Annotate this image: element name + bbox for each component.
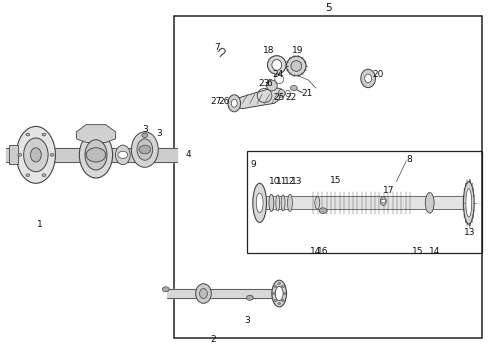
Circle shape xyxy=(282,300,285,302)
Text: 4: 4 xyxy=(186,150,192,159)
Text: 3: 3 xyxy=(156,129,162,138)
Text: 22: 22 xyxy=(285,93,296,102)
Circle shape xyxy=(291,86,297,90)
Ellipse shape xyxy=(228,95,241,112)
Text: 6: 6 xyxy=(267,79,272,88)
Ellipse shape xyxy=(380,197,386,206)
Circle shape xyxy=(282,285,285,288)
Circle shape xyxy=(162,287,169,292)
Bar xyxy=(9,145,18,165)
Text: 18: 18 xyxy=(263,46,274,55)
Ellipse shape xyxy=(24,138,48,172)
Ellipse shape xyxy=(231,99,237,107)
Ellipse shape xyxy=(466,189,472,217)
Text: 17: 17 xyxy=(383,186,395,195)
Ellipse shape xyxy=(16,126,55,183)
Bar xyxy=(247,151,482,253)
Text: 7: 7 xyxy=(214,42,220,51)
Ellipse shape xyxy=(137,139,153,160)
Text: 8: 8 xyxy=(406,155,412,164)
Ellipse shape xyxy=(196,284,211,303)
Ellipse shape xyxy=(199,289,207,298)
Circle shape xyxy=(278,283,281,285)
Circle shape xyxy=(50,153,54,156)
Ellipse shape xyxy=(291,60,302,71)
Ellipse shape xyxy=(256,193,263,213)
Circle shape xyxy=(18,153,22,156)
Ellipse shape xyxy=(85,140,107,170)
Circle shape xyxy=(274,300,277,302)
Ellipse shape xyxy=(268,56,286,74)
Text: 11: 11 xyxy=(276,177,288,186)
Ellipse shape xyxy=(272,60,282,70)
Ellipse shape xyxy=(116,145,130,165)
Ellipse shape xyxy=(425,193,434,213)
Text: 25: 25 xyxy=(273,93,285,102)
Bar xyxy=(174,16,482,338)
Text: 13: 13 xyxy=(291,177,302,186)
Text: 13: 13 xyxy=(464,228,475,237)
Text: 24: 24 xyxy=(272,70,284,79)
Circle shape xyxy=(42,133,46,136)
Ellipse shape xyxy=(272,280,287,307)
Ellipse shape xyxy=(287,56,306,76)
Circle shape xyxy=(139,145,151,154)
Text: 10: 10 xyxy=(269,177,280,186)
Text: 14: 14 xyxy=(429,247,441,256)
Circle shape xyxy=(319,208,327,213)
Ellipse shape xyxy=(79,132,113,178)
Ellipse shape xyxy=(131,132,158,167)
Ellipse shape xyxy=(30,148,41,162)
Ellipse shape xyxy=(276,195,280,211)
Circle shape xyxy=(278,302,281,305)
Ellipse shape xyxy=(267,80,277,91)
Circle shape xyxy=(42,174,46,177)
Text: 21: 21 xyxy=(302,89,313,98)
Text: 14: 14 xyxy=(310,247,321,256)
Ellipse shape xyxy=(275,287,283,301)
Ellipse shape xyxy=(361,69,375,88)
Text: 23: 23 xyxy=(259,79,270,88)
Text: 2: 2 xyxy=(210,335,216,344)
Circle shape xyxy=(274,285,277,288)
Text: 9: 9 xyxy=(250,160,256,169)
Circle shape xyxy=(246,295,253,300)
Circle shape xyxy=(26,133,30,136)
Ellipse shape xyxy=(278,89,285,97)
Polygon shape xyxy=(76,125,116,143)
Text: 26: 26 xyxy=(219,98,230,107)
Circle shape xyxy=(272,292,275,294)
Text: 16: 16 xyxy=(318,247,329,256)
Circle shape xyxy=(26,174,30,177)
Text: 1: 1 xyxy=(37,220,43,229)
Circle shape xyxy=(86,148,106,162)
Ellipse shape xyxy=(269,194,274,211)
Text: 27: 27 xyxy=(210,98,221,107)
Ellipse shape xyxy=(464,181,474,224)
Text: 12: 12 xyxy=(284,177,295,186)
Text: 5: 5 xyxy=(325,3,331,13)
Text: 15: 15 xyxy=(412,247,423,256)
Ellipse shape xyxy=(288,194,293,211)
Ellipse shape xyxy=(365,74,371,83)
Circle shape xyxy=(381,199,386,203)
Polygon shape xyxy=(233,87,282,109)
Text: 19: 19 xyxy=(292,46,303,55)
Ellipse shape xyxy=(281,195,285,211)
Text: 20: 20 xyxy=(372,70,384,79)
Ellipse shape xyxy=(253,183,267,222)
Circle shape xyxy=(283,292,286,294)
Circle shape xyxy=(118,151,128,158)
Ellipse shape xyxy=(315,197,320,209)
Text: 3: 3 xyxy=(245,316,250,325)
Text: 3: 3 xyxy=(142,126,147,135)
Circle shape xyxy=(142,133,148,138)
Text: 15: 15 xyxy=(330,176,342,185)
